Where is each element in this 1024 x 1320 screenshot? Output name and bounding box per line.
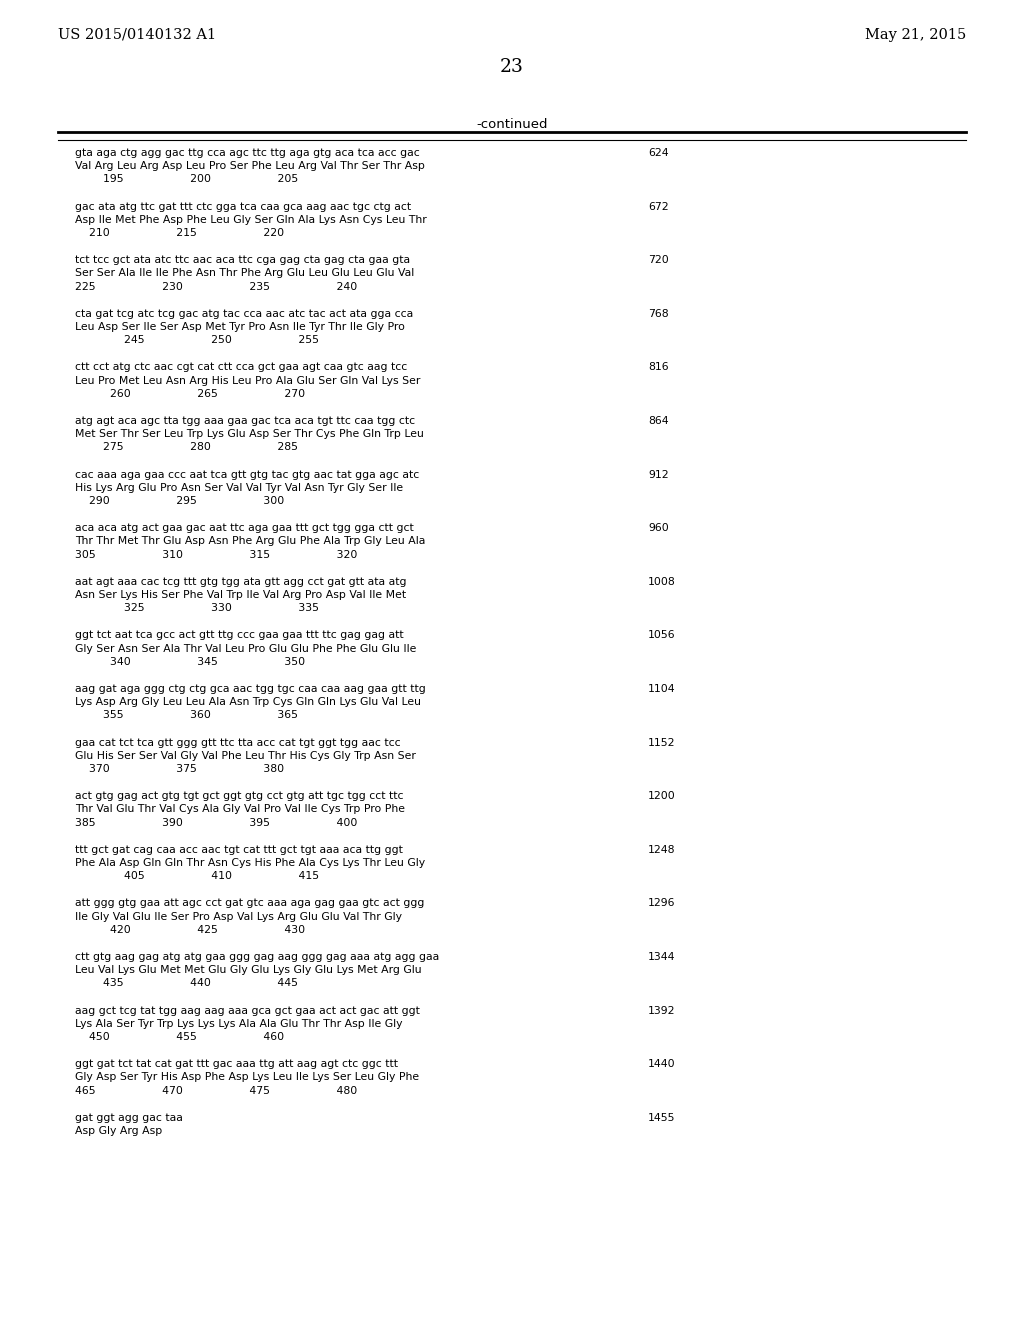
Text: 290                   295                   300: 290 295 300 [75,496,285,506]
Text: aca aca atg act gaa gac aat ttc aga gaa ttt gct tgg gga ctt gct: aca aca atg act gaa gac aat ttc aga gaa … [75,523,414,533]
Text: 245                   250                   255: 245 250 255 [75,335,319,346]
Text: 1152: 1152 [648,738,676,747]
Text: atg agt aca agc tta tgg aaa gaa gac tca aca tgt ttc caa tgg ctc: atg agt aca agc tta tgg aaa gaa gac tca … [75,416,415,426]
Text: ttt gct gat cag caa acc aac tgt cat ttt gct tgt aaa aca ttg ggt: ttt gct gat cag caa acc aac tgt cat ttt … [75,845,402,855]
Text: cta gat tcg atc tcg gac atg tac cca aac atc tac act ata gga cca: cta gat tcg atc tcg gac atg tac cca aac … [75,309,414,319]
Text: 195                   200                   205: 195 200 205 [75,174,298,185]
Text: 325                   330                   335: 325 330 335 [75,603,319,614]
Text: 385                   390                   395                   400: 385 390 395 400 [75,817,357,828]
Text: 1104: 1104 [648,684,676,694]
Text: cac aaa aga gaa ccc aat tca gtt gtg tac gtg aac tat gga agc atc: cac aaa aga gaa ccc aat tca gtt gtg tac … [75,470,419,479]
Text: Met Ser Thr Ser Leu Trp Lys Glu Asp Ser Thr Cys Phe Gln Trp Leu: Met Ser Thr Ser Leu Trp Lys Glu Asp Ser … [75,429,424,440]
Text: Gly Asp Ser Tyr His Asp Phe Asp Lys Leu Ile Lys Ser Leu Gly Phe: Gly Asp Ser Tyr His Asp Phe Asp Lys Leu … [75,1072,419,1082]
Text: US 2015/0140132 A1: US 2015/0140132 A1 [58,28,216,42]
Text: Phe Ala Asp Gln Gln Thr Asn Cys His Phe Ala Cys Lys Thr Leu Gly: Phe Ala Asp Gln Gln Thr Asn Cys His Phe … [75,858,425,869]
Text: 305                   310                   315                   320: 305 310 315 320 [75,549,357,560]
Text: ctt gtg aag gag atg atg gaa ggg gag aag ggg gag aaa atg agg gaa: ctt gtg aag gag atg atg gaa ggg gag aag … [75,952,439,962]
Text: 260                   265                   270: 260 265 270 [75,389,305,399]
Text: 768: 768 [648,309,669,319]
Text: Lys Asp Arg Gly Leu Leu Ala Asn Trp Cys Gln Gln Lys Glu Val Leu: Lys Asp Arg Gly Leu Leu Ala Asn Trp Cys … [75,697,421,708]
Text: tct tcc gct ata atc ttc aac aca ttc cga gag cta gag cta gaa gta: tct tcc gct ata atc ttc aac aca ttc cga … [75,255,411,265]
Text: gac ata atg ttc gat ttt ctc gga tca caa gca aag aac tgc ctg act: gac ata atg ttc gat ttt ctc gga tca caa … [75,202,411,211]
Text: act gtg gag act gtg tgt gct ggt gtg cct gtg att tgc tgg cct ttc: act gtg gag act gtg tgt gct ggt gtg cct … [75,791,403,801]
Text: 1200: 1200 [648,791,676,801]
Text: 340                   345                   350: 340 345 350 [75,657,305,667]
Text: 450                   455                   460: 450 455 460 [75,1032,284,1041]
Text: Leu Val Lys Glu Met Met Glu Gly Glu Lys Gly Glu Lys Met Arg Glu: Leu Val Lys Glu Met Met Glu Gly Glu Lys … [75,965,422,975]
Text: 816: 816 [648,363,669,372]
Text: -continued: -continued [476,117,548,131]
Text: 210                   215                   220: 210 215 220 [75,228,284,238]
Text: Glu His Ser Ser Val Gly Val Phe Leu Thr His Cys Gly Trp Asn Ser: Glu His Ser Ser Val Gly Val Phe Leu Thr … [75,751,416,760]
Text: gat ggt agg gac taa: gat ggt agg gac taa [75,1113,183,1123]
Text: 405                   410                   415: 405 410 415 [75,871,319,882]
Text: Asp Ile Met Phe Asp Phe Leu Gly Ser Gln Ala Lys Asn Cys Leu Thr: Asp Ile Met Phe Asp Phe Leu Gly Ser Gln … [75,215,427,224]
Text: Leu Asp Ser Ile Ser Asp Met Tyr Pro Asn Ile Tyr Thr Ile Gly Pro: Leu Asp Ser Ile Ser Asp Met Tyr Pro Asn … [75,322,404,333]
Text: Asp Gly Arg Asp: Asp Gly Arg Asp [75,1126,162,1137]
Text: 672: 672 [648,202,669,211]
Text: Ser Ser Ala Ile Ile Phe Asn Thr Phe Arg Glu Leu Glu Leu Glu Val: Ser Ser Ala Ile Ile Phe Asn Thr Phe Arg … [75,268,415,279]
Text: 23: 23 [500,58,524,77]
Text: 864: 864 [648,416,669,426]
Text: 912: 912 [648,470,669,479]
Text: 420                   425                   430: 420 425 430 [75,925,305,935]
Text: His Lys Arg Glu Pro Asn Ser Val Val Tyr Val Asn Tyr Gly Ser Ile: His Lys Arg Glu Pro Asn Ser Val Val Tyr … [75,483,403,492]
Text: Val Arg Leu Arg Asp Leu Pro Ser Phe Leu Arg Val Thr Ser Thr Asp: Val Arg Leu Arg Asp Leu Pro Ser Phe Leu … [75,161,425,172]
Text: att ggg gtg gaa att agc cct gat gtc aaa aga gag gaa gtc act ggg: att ggg gtg gaa att agc cct gat gtc aaa … [75,899,424,908]
Text: 275                   280                   285: 275 280 285 [75,442,298,453]
Text: Gly Ser Asn Ser Ala Thr Val Leu Pro Glu Glu Phe Phe Glu Glu Ile: Gly Ser Asn Ser Ala Thr Val Leu Pro Glu … [75,644,417,653]
Text: Thr Thr Met Thr Glu Asp Asn Phe Arg Glu Phe Ala Trp Gly Leu Ala: Thr Thr Met Thr Glu Asp Asn Phe Arg Glu … [75,536,425,546]
Text: 1455: 1455 [648,1113,676,1123]
Text: ggt tct aat tca gcc act gtt ttg ccc gaa gaa ttt ttc gag gag att: ggt tct aat tca gcc act gtt ttg ccc gaa … [75,631,403,640]
Text: 960: 960 [648,523,669,533]
Text: 370                   375                   380: 370 375 380 [75,764,284,774]
Text: 1056: 1056 [648,631,676,640]
Text: aag gct tcg tat tgg aag aag aaa gca gct gaa act act gac att ggt: aag gct tcg tat tgg aag aag aaa gca gct … [75,1006,420,1015]
Text: Lys Ala Ser Tyr Trp Lys Lys Lys Ala Ala Glu Thr Thr Asp Ile Gly: Lys Ala Ser Tyr Trp Lys Lys Lys Ala Ala … [75,1019,402,1028]
Text: 1248: 1248 [648,845,676,855]
Text: 1008: 1008 [648,577,676,587]
Text: ggt gat tct tat cat gat ttt gac aaa ttg att aag agt ctc ggc ttt: ggt gat tct tat cat gat ttt gac aaa ttg … [75,1059,398,1069]
Text: 1440: 1440 [648,1059,676,1069]
Text: aag gat aga ggg ctg ctg gca aac tgg tgc caa caa aag gaa gtt ttg: aag gat aga ggg ctg ctg gca aac tgg tgc … [75,684,426,694]
Text: gaa cat tct tca gtt ggg gtt ttc tta acc cat tgt ggt tgg aac tcc: gaa cat tct tca gtt ggg gtt ttc tta acc … [75,738,400,747]
Text: 1392: 1392 [648,1006,676,1015]
Text: May 21, 2015: May 21, 2015 [864,28,966,42]
Text: 355                   360                   365: 355 360 365 [75,710,298,721]
Text: Leu Pro Met Leu Asn Arg His Leu Pro Ala Glu Ser Gln Val Lys Ser: Leu Pro Met Leu Asn Arg His Leu Pro Ala … [75,376,421,385]
Text: aat agt aaa cac tcg ttt gtg tgg ata gtt agg cct gat gtt ata atg: aat agt aaa cac tcg ttt gtg tgg ata gtt … [75,577,407,587]
Text: 435                   440                   445: 435 440 445 [75,978,298,989]
Text: 624: 624 [648,148,669,158]
Text: Asn Ser Lys His Ser Phe Val Trp Ile Val Arg Pro Asp Val Ile Met: Asn Ser Lys His Ser Phe Val Trp Ile Val … [75,590,407,601]
Text: ctt cct atg ctc aac cgt cat ctt cca gct gaa agt caa gtc aag tcc: ctt cct atg ctc aac cgt cat ctt cca gct … [75,363,408,372]
Text: gta aga ctg agg gac ttg cca agc ttc ttg aga gtg aca tca acc gac: gta aga ctg agg gac ttg cca agc ttc ttg … [75,148,420,158]
Text: Thr Val Glu Thr Val Cys Ala Gly Val Pro Val Ile Cys Trp Pro Phe: Thr Val Glu Thr Val Cys Ala Gly Val Pro … [75,804,406,814]
Text: Ile Gly Val Glu Ile Ser Pro Asp Val Lys Arg Glu Glu Val Thr Gly: Ile Gly Val Glu Ile Ser Pro Asp Val Lys … [75,912,402,921]
Text: 465                   470                   475                   480: 465 470 475 480 [75,1085,357,1096]
Text: 225                   230                   235                   240: 225 230 235 240 [75,281,357,292]
Text: 1296: 1296 [648,899,676,908]
Text: 720: 720 [648,255,669,265]
Text: 1344: 1344 [648,952,676,962]
